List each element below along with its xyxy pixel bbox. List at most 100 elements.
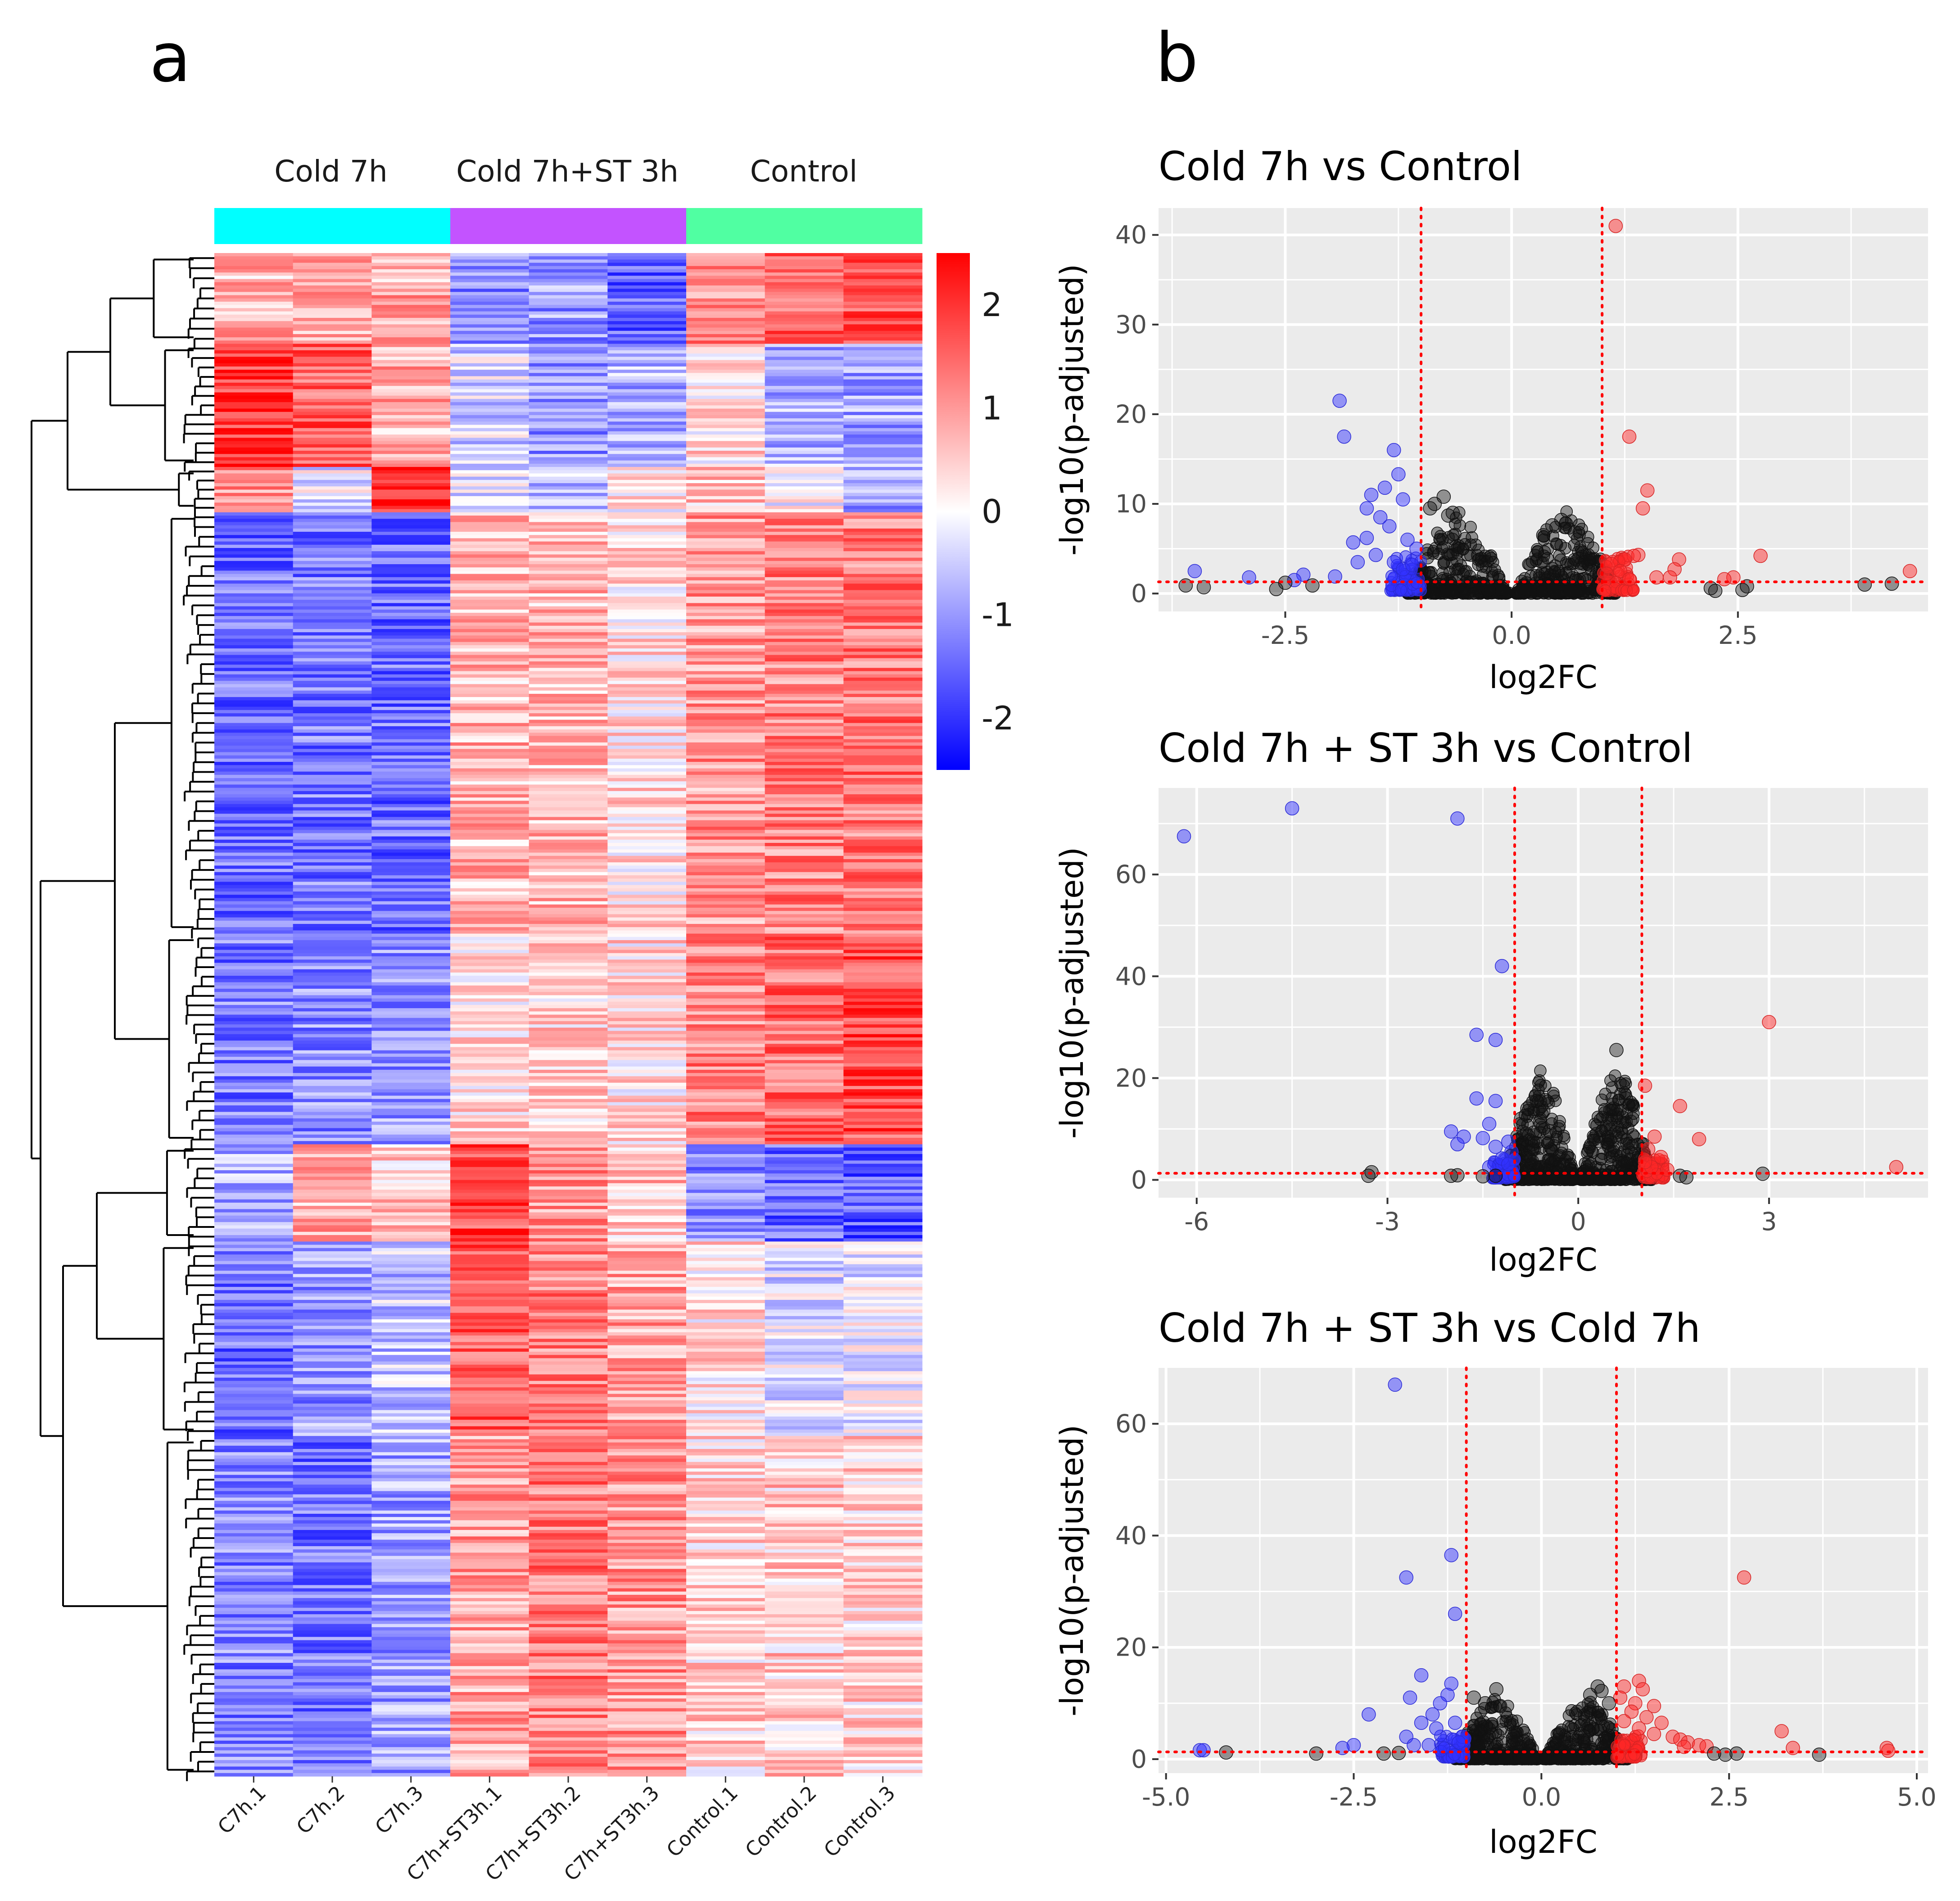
heatmap-cell xyxy=(293,1076,372,1080)
heatmap-cell xyxy=(686,1313,765,1317)
heatmap-cell xyxy=(214,1283,294,1287)
heatmap-cell xyxy=(450,308,530,312)
heatmap-cell xyxy=(214,865,294,869)
heatmap-cell xyxy=(293,674,372,678)
heatmap-cell xyxy=(450,1650,530,1654)
heatmap-cell xyxy=(686,1027,765,1032)
heatmap-cell xyxy=(214,1180,294,1184)
heatmap-cell xyxy=(765,1669,844,1673)
heatmap-cell xyxy=(293,584,372,587)
heatmap-cell xyxy=(371,713,451,717)
heatmap-cell xyxy=(293,720,372,724)
heatmap-cell xyxy=(293,665,372,668)
heatmap-cell xyxy=(293,1251,372,1255)
heatmap-cell xyxy=(607,1180,687,1184)
heatmap-cell xyxy=(529,1530,608,1534)
heatmap-cell xyxy=(529,1614,608,1618)
heatmap-cell xyxy=(765,263,844,267)
heatmap-cell xyxy=(214,535,294,539)
heatmap-cell xyxy=(607,625,687,629)
heatmap-cell xyxy=(686,1092,765,1096)
heatmap-cell xyxy=(607,1643,687,1647)
heatmap-cell xyxy=(765,1254,844,1258)
heatmap-cell xyxy=(293,943,372,947)
heatmap-cell xyxy=(450,1526,530,1530)
heatmap-cell xyxy=(843,561,923,565)
heatmap-cell xyxy=(371,1507,451,1511)
heatmap-cell xyxy=(371,885,451,889)
heatmap-cell xyxy=(214,1199,294,1203)
heatmap-cell xyxy=(843,758,923,762)
heatmap-cell xyxy=(529,943,608,947)
heatmap-cell xyxy=(607,1533,687,1537)
heatmap-cell xyxy=(371,723,451,727)
heatmap-cell xyxy=(607,1264,687,1268)
heatmap-cell xyxy=(607,1433,687,1436)
heatmap-cell xyxy=(371,499,451,503)
heatmap-cell xyxy=(686,1715,765,1719)
heatmap-cell xyxy=(293,872,372,876)
heatmap-cell xyxy=(214,1027,294,1032)
heatmap-cell xyxy=(214,1436,294,1440)
heatmap-cell xyxy=(765,1364,844,1368)
heatmap-cell xyxy=(607,891,687,895)
heatmap-cell xyxy=(843,389,923,393)
heatmap-cell xyxy=(843,499,923,503)
heatmap-cell xyxy=(686,1575,765,1579)
heatmap-cell xyxy=(529,713,608,717)
heatmap-cell xyxy=(843,833,923,837)
heatmap-cell xyxy=(765,1326,844,1330)
heatmap-cell xyxy=(450,1530,530,1534)
heatmap-cell xyxy=(765,600,844,603)
heatmap-cell xyxy=(293,839,372,843)
heatmap-cell xyxy=(607,972,687,976)
heatmap-cell xyxy=(843,1562,923,1566)
ns-point xyxy=(1453,519,1467,532)
heatmap-cell xyxy=(450,480,530,484)
heatmap-cell xyxy=(293,703,372,707)
heatmap-cell xyxy=(607,1442,687,1446)
heatmap-cell xyxy=(214,681,294,684)
heatmap-cell xyxy=(529,398,608,403)
heatmap-cell xyxy=(765,609,844,613)
heatmap-cell xyxy=(529,1287,608,1290)
heatmap-cell xyxy=(607,321,687,325)
heatmap-cell xyxy=(214,1711,294,1715)
heatmap-cell xyxy=(529,917,608,921)
heatmap-cell xyxy=(765,1303,844,1307)
heatmap-cell xyxy=(686,875,765,879)
heatmap-cell xyxy=(293,625,372,629)
heatmap-cell xyxy=(293,930,372,934)
heatmap-cell xyxy=(686,1436,765,1440)
heatmap-cell xyxy=(371,966,451,970)
heatmap-cell xyxy=(529,742,608,746)
heatmap-cell xyxy=(843,930,923,934)
heatmap-cell xyxy=(607,1218,687,1222)
heatmap-cell xyxy=(450,1575,530,1579)
heatmap-cell xyxy=(686,1634,765,1638)
heatmap-cell xyxy=(686,794,765,798)
heatmap-cell xyxy=(529,1160,608,1164)
heatmap-cell xyxy=(371,308,451,312)
heatmap-cell xyxy=(293,499,372,503)
heatmap-cell xyxy=(529,885,608,889)
heatmap-cell xyxy=(371,632,451,636)
heatmap-cell xyxy=(214,901,294,905)
plot-title: Cold 7h vs Control xyxy=(1159,143,1522,190)
heatmap-cell xyxy=(607,898,687,902)
heatmap-cell xyxy=(371,496,451,500)
heatmap-cell xyxy=(686,1193,765,1197)
heatmap-cell xyxy=(529,726,608,730)
heatmap-cell xyxy=(765,1536,844,1540)
heatmap-cell xyxy=(686,538,765,542)
heatmap-cell xyxy=(371,1656,451,1660)
heatmap-cell xyxy=(214,1390,294,1394)
heatmap-cell xyxy=(607,736,687,740)
heatmap-cell xyxy=(371,1526,451,1530)
heatmap-cell xyxy=(765,1640,844,1644)
heatmap-cell xyxy=(686,428,765,432)
heatmap-cell xyxy=(450,988,530,992)
heatmap-cell xyxy=(371,1760,451,1764)
heatmap-cell xyxy=(214,917,294,921)
heatmap-cell xyxy=(686,1361,765,1365)
